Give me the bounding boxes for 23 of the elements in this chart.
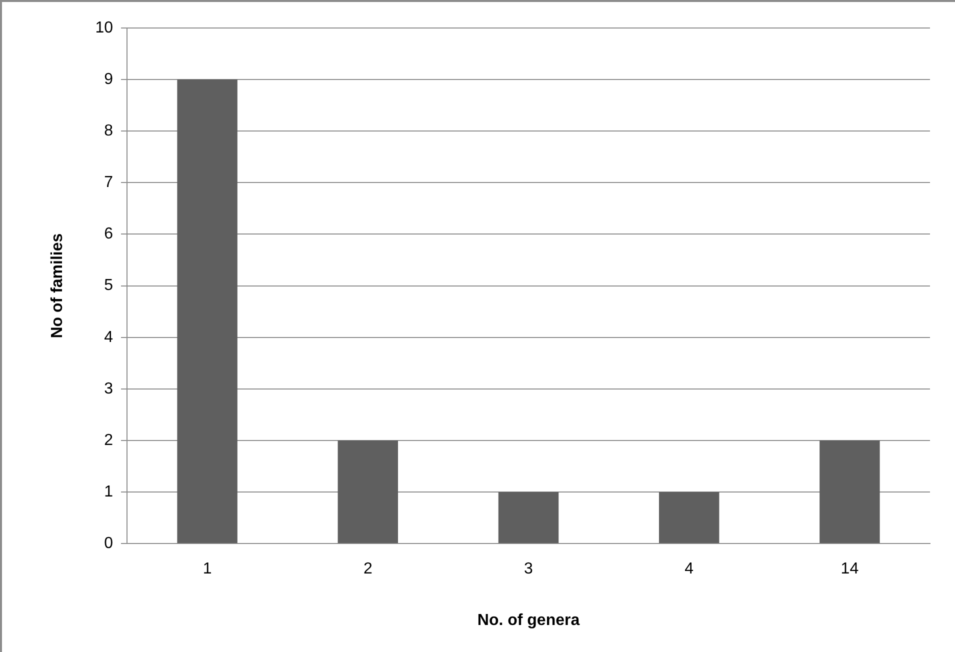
y-axis-title: No of families [49,233,66,338]
y-tick-label: 1 [104,483,114,500]
y-tick-label: 4 [104,328,114,346]
x-tick-label: 2 [363,560,372,578]
y-tick-label: 7 [104,174,114,192]
bar [658,492,720,544]
x-axis-title: No. of genera [477,612,580,629]
x-tick-label: 4 [684,560,694,578]
bar [338,440,398,544]
y-tick-label: 5 [104,277,114,294]
y-tick-label: 10 [95,19,114,36]
y-tick-label: 8 [104,122,114,140]
x-tick-label: 3 [524,560,534,578]
bar [498,492,559,544]
bar [177,80,238,544]
x-tick-label: 14 [840,560,859,578]
x-tick-label: 1 [202,560,212,578]
y-tick-label: 6 [104,226,114,243]
y-tick-label: 9 [104,70,114,88]
y-tick-label: 0 [104,535,114,552]
y-tick-label: 2 [104,432,114,449]
bar [820,440,880,544]
y-tick-label: 3 [104,380,114,398]
